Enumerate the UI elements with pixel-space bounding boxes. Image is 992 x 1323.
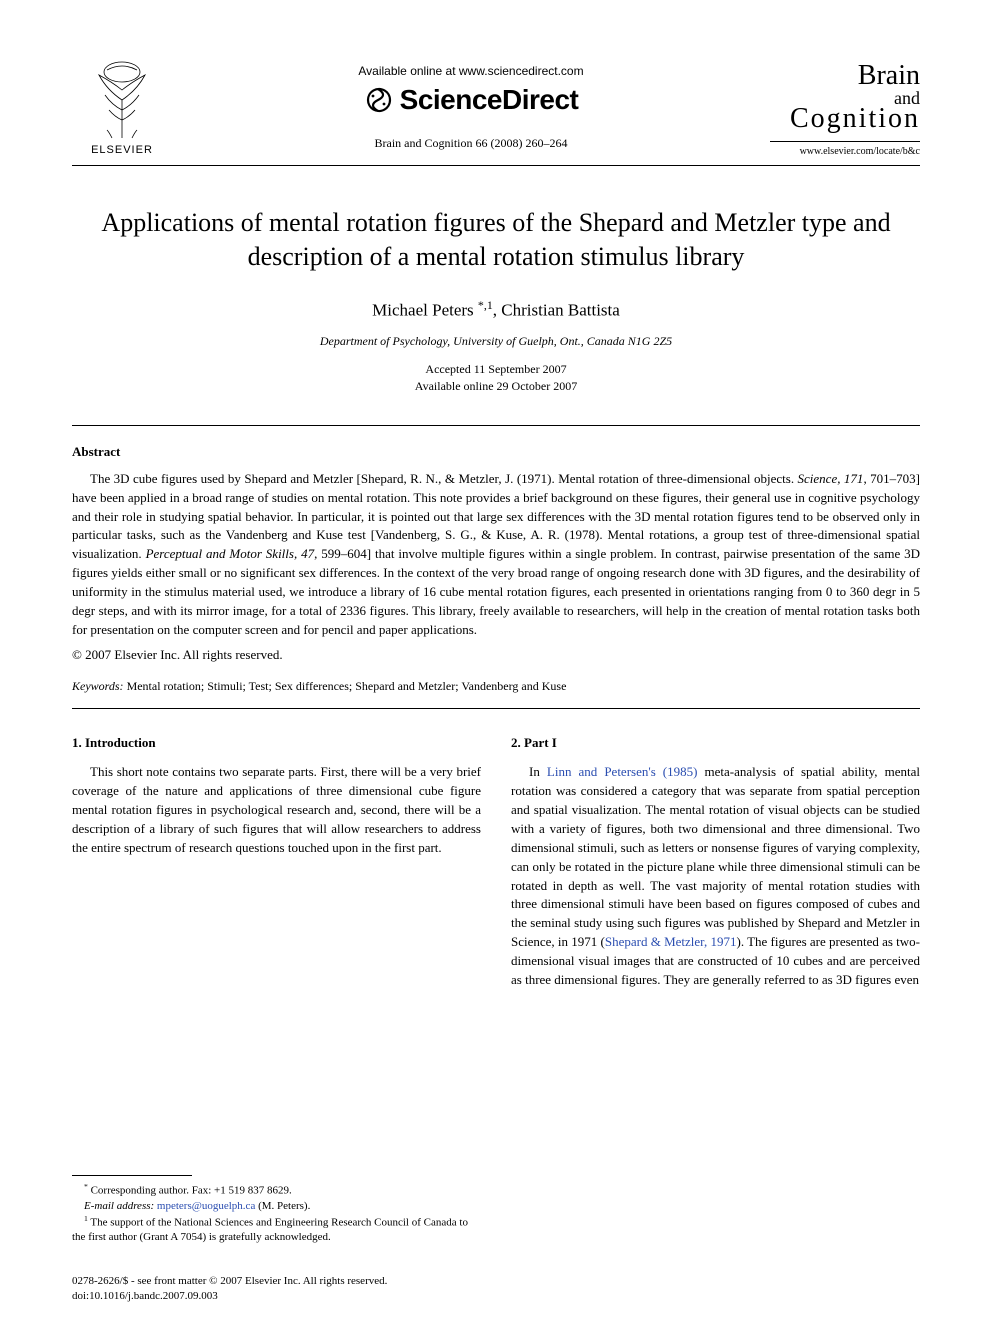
journal-title-wrap: Brain and Cognition — [770, 60, 920, 142]
footnote-support: 1 The support of the National Sciences a… — [72, 1214, 472, 1245]
publisher-logo-block: ELSEVIER — [72, 60, 172, 156]
email-link[interactable]: mpeters@uoguelph.ca — [157, 1200, 255, 1212]
body-columns: 1. Introduction This short note contains… — [72, 735, 920, 989]
footnote-rule — [72, 1175, 192, 1176]
journal-url: www.elsevier.com/locate/b&c — [770, 146, 920, 157]
journal-reference: Brain and Cognition 66 (2008) 260–264 — [172, 136, 770, 151]
keywords-text: Mental rotation; Stimuli; Test; Sex diff… — [124, 679, 567, 693]
column-left: 1. Introduction This short note contains… — [72, 735, 481, 989]
section-heading-introduction: 1. Introduction — [72, 735, 481, 751]
affiliation: Department of Psychology, University of … — [72, 334, 920, 349]
journal-title-block: Brain and Cognition www.elsevier.com/loc… — [770, 60, 920, 157]
column-right: 2. Part I In Linn and Petersen's (1985) … — [511, 735, 920, 989]
header-center: Available online at www.sciencedirect.co… — [172, 60, 770, 151]
abstract-body: The 3D cube figures used by Shepard and … — [72, 470, 920, 640]
doi-block: 0278-2626/$ - see front matter © 2007 El… — [72, 1274, 472, 1303]
citation-link-shepard-metzler[interactable]: Shepard & Metzler, 1971 — [605, 934, 737, 949]
authors: Michael Peters *,1, Christian Battista — [72, 298, 920, 321]
elsevier-tree-icon — [87, 60, 157, 140]
citation-link-linn-petersen[interactable]: Linn and Petersen's (1985) — [547, 764, 698, 779]
elsevier-label: ELSEVIER — [72, 144, 172, 156]
introduction-body: This short note contains two separate pa… — [72, 763, 481, 857]
keywords: Keywords: Mental rotation; Stimuli; Test… — [72, 679, 920, 694]
footnote-corresponding: * Corresponding author. Fax: +1 519 837 … — [72, 1182, 472, 1199]
footnotes: * Corresponding author. Fax: +1 519 837 … — [72, 1175, 472, 1245]
dates: Accepted 11 September 2007 Available onl… — [72, 361, 920, 395]
paper-title: Applications of mental rotation figures … — [72, 206, 920, 274]
abstract-label: Abstract — [72, 444, 920, 460]
part1-body: In Linn and Petersen's (1985) meta-analy… — [511, 763, 920, 989]
accepted-date: Accepted 11 September 2007 — [72, 361, 920, 378]
abstract-text: The 3D cube figures used by Shepard and … — [72, 470, 920, 640]
journal-title-line3: Cognition — [770, 103, 920, 135]
doi-line: doi:10.1016/j.bandc.2007.09.003 — [72, 1289, 472, 1303]
part1-mid: meta-analysis of spatial ability, mental… — [511, 764, 920, 949]
sciencedirect-wordmark: ScienceDirect — [400, 84, 579, 116]
footnote-email: E-mail address: mpeters@uoguelph.ca (M. … — [72, 1199, 472, 1214]
abstract-top-rule — [72, 425, 920, 426]
part1-pre: In — [529, 764, 547, 779]
abstract-bottom-rule — [72, 708, 920, 709]
email-suffix: (M. Peters). — [255, 1200, 310, 1212]
keywords-label: Keywords: — [72, 679, 124, 693]
available-date: Available online 29 October 2007 — [72, 378, 920, 395]
section-heading-part1: 2. Part I — [511, 735, 920, 751]
available-online-text: Available online at www.sciencedirect.co… — [172, 64, 770, 78]
header-rule — [72, 165, 920, 166]
email-label: E-mail address: — [84, 1200, 157, 1212]
page-header: ELSEVIER Available online at www.science… — [72, 60, 920, 157]
sciencedirect-brand: ScienceDirect — [364, 84, 579, 116]
abstract-copyright: © 2007 Elsevier Inc. All rights reserved… — [72, 647, 920, 663]
sciencedirect-icon — [364, 85, 394, 115]
front-matter-line: 0278-2626/$ - see front matter © 2007 El… — [72, 1274, 472, 1288]
